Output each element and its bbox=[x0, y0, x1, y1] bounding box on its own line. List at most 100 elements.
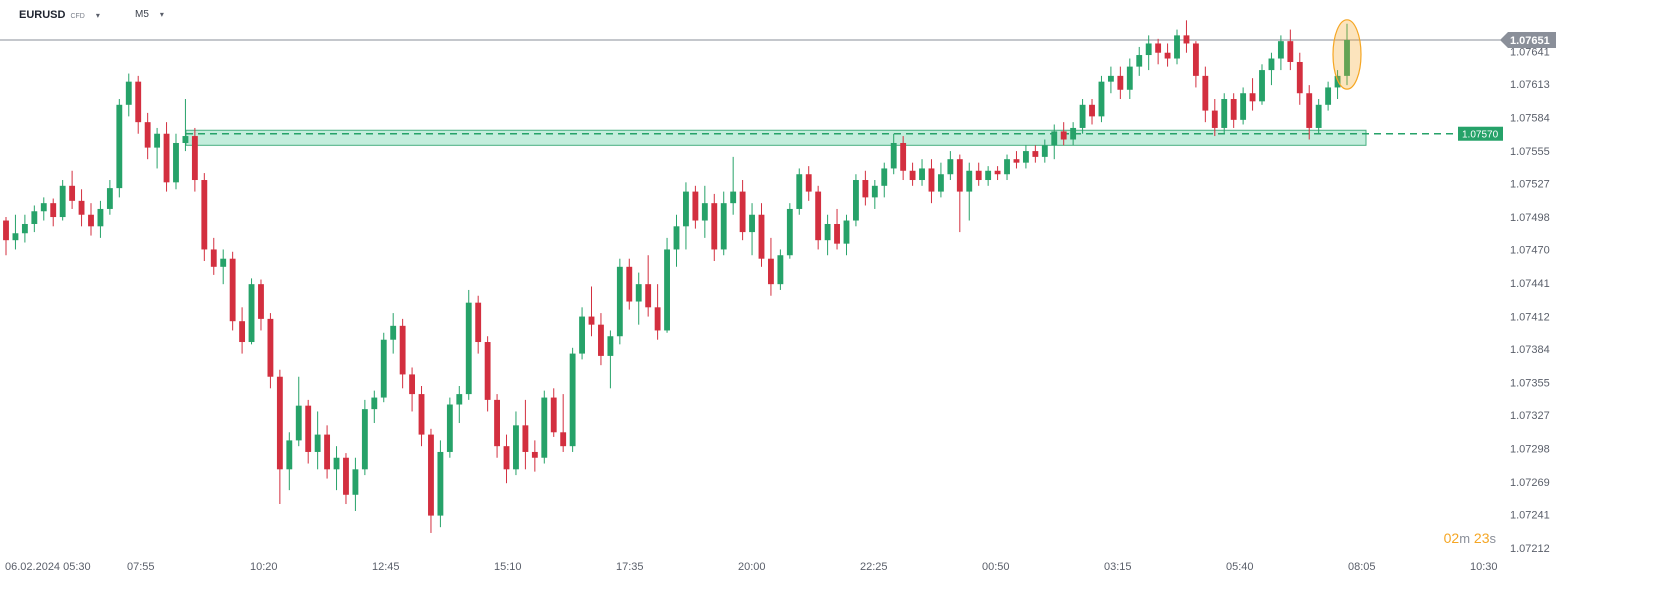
candle bbox=[522, 399, 529, 470]
last-candle-highlight bbox=[1332, 19, 1362, 90]
candle bbox=[1240, 87, 1247, 125]
candle bbox=[824, 214, 831, 256]
candle bbox=[862, 170, 869, 206]
x-tick-label: 20:00 bbox=[738, 561, 766, 573]
candle bbox=[909, 162, 916, 186]
candle bbox=[768, 237, 774, 296]
support-zone bbox=[185, 129, 1367, 146]
x-tick-label: 17:35 bbox=[616, 561, 644, 573]
candle-body bbox=[796, 174, 803, 209]
candle bbox=[1325, 81, 1332, 111]
candle bbox=[125, 73, 132, 117]
candle bbox=[88, 203, 94, 236]
x-tick-label: 00:50 bbox=[982, 561, 1010, 573]
candle-body bbox=[1259, 70, 1265, 102]
candle-body bbox=[550, 397, 557, 433]
y-tick-label: 1.07327 bbox=[1510, 410, 1550, 422]
candle-body bbox=[78, 200, 85, 215]
candle-body bbox=[69, 185, 76, 201]
candle-body bbox=[720, 203, 727, 250]
candle-body bbox=[106, 188, 113, 209]
candle bbox=[1051, 124, 1058, 160]
candle bbox=[12, 214, 19, 250]
candle bbox=[361, 399, 368, 476]
x-tick-label: 22:25 bbox=[860, 561, 888, 573]
candle-body bbox=[3, 220, 9, 241]
candle-body bbox=[258, 284, 264, 319]
candle-body bbox=[428, 434, 434, 516]
candle-body bbox=[985, 170, 992, 181]
countdown-seconds-unit: s bbox=[1489, 531, 1497, 546]
y-tick-label: 1.07584 bbox=[1510, 113, 1550, 125]
symbol-selector[interactable]: EURUSD CFD ▾ bbox=[19, 9, 100, 21]
candle-body bbox=[1174, 35, 1180, 59]
candle-body bbox=[154, 133, 161, 148]
candle bbox=[975, 162, 982, 186]
candle-body bbox=[390, 325, 397, 340]
candle bbox=[144, 112, 151, 160]
candle bbox=[607, 330, 614, 389]
time-axis: 06.02.2024 05:30 07:55 10:20 12:45 15:10 17:3… bbox=[5, 561, 1498, 573]
candle-body bbox=[239, 321, 246, 343]
candle-body bbox=[144, 122, 151, 148]
candle bbox=[1089, 99, 1095, 125]
candle bbox=[1013, 151, 1020, 169]
candle bbox=[588, 286, 595, 337]
y-tick-label: 1.07212 bbox=[1510, 543, 1550, 555]
chevron-down-icon: ▾ bbox=[95, 11, 100, 20]
candle bbox=[295, 376, 302, 447]
candle bbox=[503, 434, 510, 484]
candle bbox=[730, 156, 737, 215]
candle-body bbox=[409, 374, 416, 395]
candle bbox=[843, 214, 850, 256]
candle bbox=[560, 394, 567, 452]
candle bbox=[1287, 29, 1294, 71]
candle bbox=[1070, 122, 1077, 146]
candle bbox=[163, 122, 170, 192]
candle bbox=[749, 203, 755, 256]
candle bbox=[1249, 78, 1256, 111]
candle-body bbox=[834, 223, 840, 244]
candle bbox=[40, 197, 47, 221]
candle bbox=[428, 428, 434, 533]
candle-body bbox=[645, 284, 652, 308]
candle-body bbox=[1089, 104, 1095, 117]
y-tick-label: 1.07555 bbox=[1510, 146, 1550, 158]
timeframe-selector[interactable]: M5 ▾ bbox=[135, 9, 164, 20]
candle-body bbox=[380, 339, 387, 398]
candle-body bbox=[1268, 58, 1275, 71]
candle-body bbox=[1334, 75, 1341, 88]
candle bbox=[1296, 52, 1303, 105]
candle-body bbox=[560, 432, 567, 447]
y-tick-label: 1.07613 bbox=[1510, 79, 1550, 91]
candle-body bbox=[1079, 104, 1086, 128]
candle bbox=[201, 173, 208, 262]
candle bbox=[409, 367, 416, 412]
candle bbox=[569, 347, 576, 452]
candle-body bbox=[730, 191, 737, 204]
candle bbox=[664, 237, 670, 333]
candle bbox=[258, 279, 264, 331]
candle bbox=[1268, 52, 1275, 86]
candle bbox=[1041, 139, 1048, 163]
candle-body bbox=[975, 170, 982, 181]
candle bbox=[1344, 23, 1350, 86]
y-tick-label: 1.07384 bbox=[1510, 344, 1550, 356]
candle-body bbox=[522, 425, 529, 452]
candle-body bbox=[1240, 93, 1247, 120]
candle-body bbox=[777, 255, 784, 285]
candle-body bbox=[1315, 104, 1322, 128]
candle-body bbox=[664, 249, 670, 331]
candle bbox=[437, 440, 444, 528]
candle-body bbox=[135, 81, 142, 123]
x-tick-label: 10:20 bbox=[250, 561, 278, 573]
candle bbox=[314, 411, 321, 470]
x-tick-label: 06.02.2024 05:30 bbox=[5, 561, 91, 573]
candle-body bbox=[1344, 40, 1350, 76]
price-axis: 1.07641 1.07613 1.07584 1.07555 1.07527 1.074… bbox=[1458, 32, 1556, 555]
candle-body bbox=[1230, 99, 1237, 120]
candle-body bbox=[182, 136, 189, 143]
current-price-badge: 1.07651 bbox=[1500, 32, 1556, 48]
candle-body bbox=[890, 142, 897, 169]
